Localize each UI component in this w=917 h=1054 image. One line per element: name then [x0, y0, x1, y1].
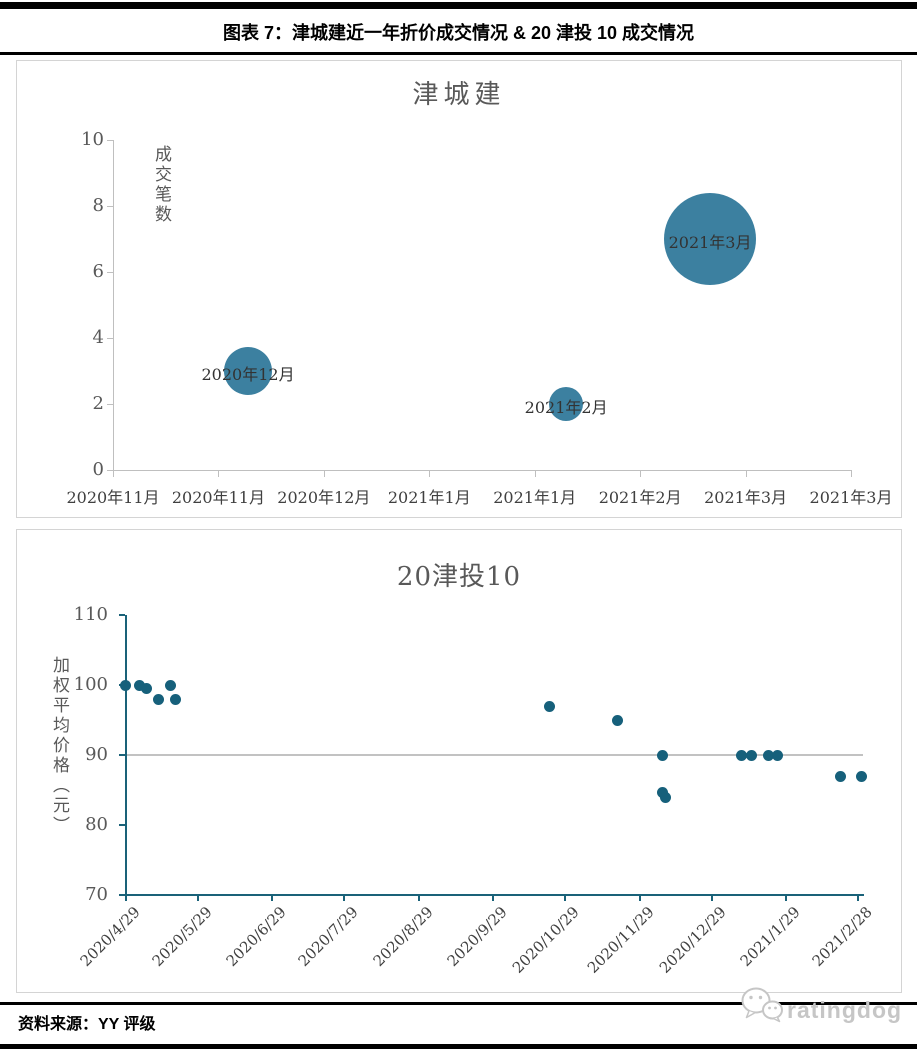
x-tick-label: 2021年3月 — [704, 488, 788, 507]
scatter-point — [169, 693, 181, 705]
chart-title: 20津投10 — [396, 562, 522, 592]
bubble-chart-panel — [16, 60, 902, 518]
y-tick-mark — [107, 470, 113, 471]
scatter-point — [657, 749, 669, 761]
y-axis-line — [125, 615, 127, 895]
scatter-point — [736, 749, 748, 761]
y-tick-mark — [119, 894, 125, 896]
y-tick-label: 2 — [92, 393, 104, 414]
y-tick-label: 0 — [92, 459, 104, 480]
x-tick-mark — [113, 471, 114, 477]
y-tick-mark — [107, 140, 113, 141]
x-tick-mark — [343, 896, 346, 901]
y-tick-mark — [107, 272, 113, 273]
x-tick-mark — [197, 896, 199, 901]
x-tick-mark — [125, 896, 127, 901]
scatter-point — [659, 791, 671, 803]
x-tick-label: 2020年12月 — [277, 488, 371, 507]
x-tick-label: 2021年1月 — [387, 488, 471, 507]
x-tick-label: 2020年11月 — [66, 488, 160, 507]
x-tick-mark — [218, 471, 220, 477]
scatter-point — [141, 683, 153, 694]
figure-title: 图表 7：津城建近一年折价成交情况 & 20 津投 10 成交情况 — [222, 23, 695, 43]
y-tick-label: 70 — [85, 884, 108, 905]
y-tick-mark — [119, 824, 125, 826]
x-tick-mark — [534, 471, 536, 477]
y-tick-label: 8 — [92, 195, 104, 216]
scatter-point — [119, 679, 131, 691]
x-tick-mark — [851, 471, 852, 477]
footer-divider-line — [0, 1002, 917, 1005]
y-tick-mark — [119, 614, 125, 616]
x-tick-mark — [710, 896, 713, 901]
x-axis-line — [125, 894, 864, 896]
y-tick-label: 80 — [85, 814, 108, 835]
x-tick-mark — [417, 896, 420, 901]
bubble-label: 2020年12月 — [201, 365, 295, 384]
scatter-point — [165, 679, 177, 691]
x-tick-mark — [323, 471, 325, 477]
bottom-border-bar — [0, 1044, 917, 1049]
scatter-point — [772, 749, 784, 761]
ratingdog-text: ratingdog — [787, 997, 903, 1023]
y-tick-label: 10 — [81, 129, 104, 150]
y-axis-title: 加权平均价格（元） — [49, 656, 69, 836]
ratingdog-watermark: ratingdog — [740, 986, 902, 1024]
bubble-label: 2021年2月 — [524, 398, 608, 417]
y-axis-title: 成交笔数 — [151, 145, 171, 225]
scatter-chart-panel — [16, 529, 902, 993]
bubble — [224, 347, 273, 395]
x-tick-label: 2021年1月 — [493, 488, 577, 507]
x-tick-mark — [429, 471, 431, 477]
x-tick-mark — [785, 896, 787, 901]
top-border-bar — [0, 2, 917, 9]
scatter-point — [133, 679, 145, 691]
ratingdog-logo-icon — [741, 987, 783, 1023]
gridline-90 — [126, 754, 863, 756]
scatter-point — [153, 693, 165, 705]
y-tick-label: 110 — [73, 604, 108, 625]
scatter-point — [762, 749, 774, 761]
chart-title: 津城建 — [412, 80, 506, 110]
scatter-point — [856, 770, 868, 782]
x-tick-mark — [492, 896, 495, 901]
y-tick-label: 90 — [85, 744, 108, 765]
x-tick-mark — [271, 896, 274, 901]
scatter-point — [834, 770, 846, 782]
y-tick-mark — [119, 754, 125, 756]
y-tick-mark — [107, 338, 113, 339]
bubble-label: 2021年3月 — [668, 233, 752, 252]
y-tick-mark — [107, 404, 113, 405]
x-tick-mark — [638, 896, 641, 901]
scatter-point — [745, 749, 757, 761]
x-tick-label: 2020年11月 — [171, 488, 265, 507]
x-tick-mark — [745, 471, 747, 477]
y-tick-mark — [107, 206, 113, 207]
x-tick-label: 2021年2月 — [598, 488, 682, 507]
x-tick-mark — [564, 896, 567, 901]
source-note: 资料来源：YY 评级 — [18, 1016, 156, 1033]
scatter-point — [544, 700, 556, 712]
y-tick-label: 100 — [73, 674, 108, 695]
y-axis-line — [113, 140, 114, 470]
scatter-point — [611, 714, 623, 726]
title-divider-line — [0, 52, 917, 55]
x-tick-mark — [640, 471, 642, 477]
y-tick-label: 4 — [92, 327, 104, 348]
x-tick-label: 2021年3月 — [809, 488, 893, 507]
bubble — [664, 193, 757, 285]
y-tick-label: 6 — [92, 261, 104, 282]
bubble — [549, 387, 584, 421]
x-axis-line — [113, 470, 852, 471]
x-tick-mark — [857, 896, 859, 901]
